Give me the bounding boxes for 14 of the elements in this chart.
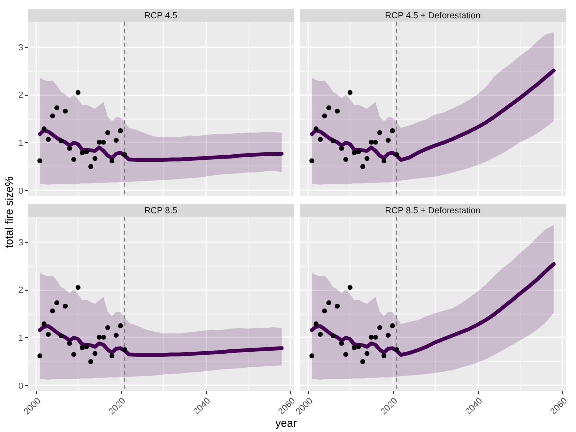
y-tick-label: 0 [18, 380, 24, 391]
chart-title: RCP 4.5 [144, 10, 178, 20]
y-tick-label: 2 [18, 90, 24, 100]
y-axis-title: total fire size% [4, 176, 16, 248]
y-tick-label: 2 [18, 285, 24, 296]
x-axis-title: year [276, 418, 298, 430]
y-tick-label: 3 [18, 237, 24, 248]
chart-title: RCP 4.5 + Deforestation [385, 10, 481, 20]
y-tick-label: 0 [18, 186, 24, 196]
y-tick-label: 1 [18, 332, 24, 343]
chart-title: RCP 8.5 [144, 206, 178, 216]
y-tick-label: 3 [18, 42, 24, 52]
chart-title: RCP 8.5 + Deforestation [385, 206, 481, 216]
y-tick-label: 1 [18, 138, 24, 148]
